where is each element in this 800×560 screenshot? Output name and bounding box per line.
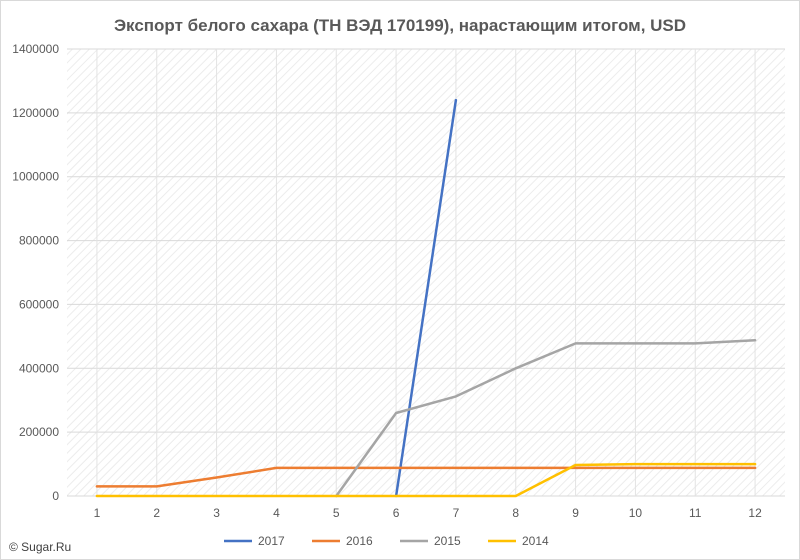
x-tick-label: 1 <box>94 506 101 520</box>
legend-label-2016: 2016 <box>346 534 373 548</box>
x-tick-label: 8 <box>512 506 519 520</box>
y-tick-label: 0 <box>52 489 59 503</box>
grid-lines <box>67 48 785 497</box>
y-tick-label: 600000 <box>19 297 59 311</box>
series-line-2017 <box>394 98 458 498</box>
series-line-2016 <box>95 466 757 488</box>
y-tick-label: 1000000 <box>12 170 59 184</box>
x-tick-label: 6 <box>393 506 400 520</box>
x-tick-label: 4 <box>273 506 280 520</box>
plot-area <box>67 49 785 496</box>
x-tick-label: 9 <box>572 506 579 520</box>
series-lines <box>95 98 757 498</box>
chart-title: Экспорт белого сахара (ТН ВЭД 170199), н… <box>114 16 686 35</box>
series-line-2015 <box>335 338 757 498</box>
y-tick-label: 1400000 <box>12 42 59 56</box>
x-axis: 1 2 3 4 5 6 7 8 9 10 11 12 <box>94 506 763 520</box>
x-tick-label: 3 <box>213 506 220 520</box>
x-tick-label: 2 <box>153 506 160 520</box>
x-tick-label: 12 <box>748 506 762 520</box>
watermark-text: © Sugar.Ru <box>9 540 71 554</box>
y-tick-label: 400000 <box>19 361 59 375</box>
legend-label-2017: 2017 <box>258 534 285 548</box>
y-tick-label: 800000 <box>19 234 59 248</box>
y-tick-label: 1200000 <box>12 106 59 120</box>
x-tick-label: 7 <box>453 506 460 520</box>
y-tick-label: 200000 <box>19 425 59 439</box>
legend-label-2015: 2015 <box>434 534 461 548</box>
x-tick-label: 10 <box>629 506 643 520</box>
x-tick-label: 11 <box>689 506 702 520</box>
legend: 2017 2016 2015 2014 <box>224 534 549 548</box>
y-axis: 0 200000 400000 600000 800000 1000000 1200000 1… <box>12 42 59 503</box>
x-tick-label: 5 <box>333 506 340 520</box>
legend-label-2014: 2014 <box>522 534 549 548</box>
series-line-2014 <box>95 462 757 498</box>
